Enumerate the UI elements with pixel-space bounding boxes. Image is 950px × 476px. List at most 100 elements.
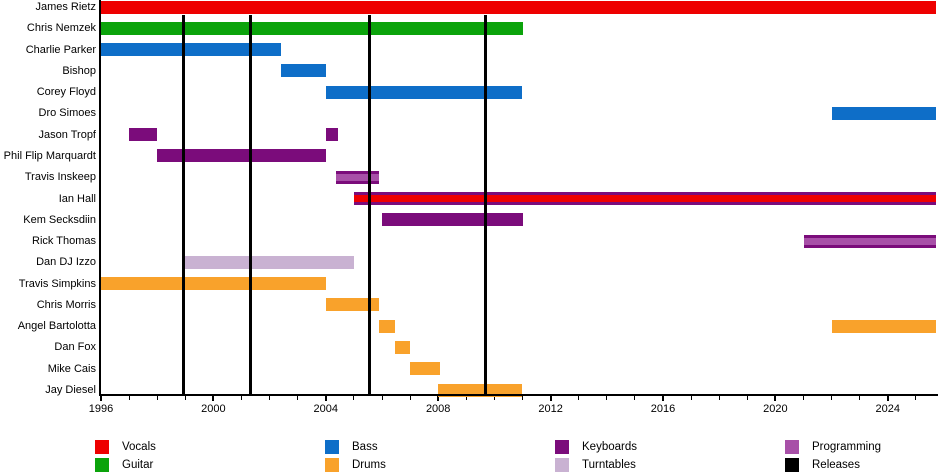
legend-label-guitar: Guitar — [122, 459, 154, 471]
legend-label-releases: Releases — [812, 459, 860, 471]
timeline-bar-drums — [410, 362, 440, 376]
legend-label-programming: Programming — [812, 441, 882, 453]
axis-tick-label: 2016 — [650, 403, 676, 415]
release-line — [248, 15, 252, 394]
axis-tick-label: 1996 — [88, 403, 114, 415]
row-label: Chris Nemzek — [26, 22, 96, 35]
axis-major-tick — [100, 396, 102, 401]
release-line — [182, 15, 186, 394]
axis-minor-tick — [353, 396, 355, 400]
axis-minor-tick — [128, 396, 130, 400]
row-label: Charlie Parker — [25, 43, 96, 56]
timeline-bar-keyboards — [382, 213, 523, 227]
row-label: Bishop — [62, 64, 96, 77]
timeline-bar-vocals — [101, 0, 936, 14]
axis-tick-label: 2004 — [313, 403, 339, 415]
axis-minor-tick — [859, 396, 861, 400]
release-line — [368, 15, 372, 394]
axis-major-tick — [774, 396, 777, 401]
timeline-bar-programming — [803, 237, 936, 245]
axis-minor-tick — [493, 396, 495, 400]
release-line — [484, 15, 488, 394]
axis-minor-tick — [915, 396, 917, 400]
axis-major-tick — [662, 396, 664, 401]
row-label: Chris Morris — [36, 298, 96, 311]
legend-label-keyboards: Keyboards — [582, 441, 637, 453]
row-label: Travis Simpkins — [18, 277, 96, 290]
row-label: Ian Hall — [58, 192, 96, 205]
row-label: Kem Secksdiin — [23, 213, 96, 226]
timeline-bar-vocals — [353, 195, 936, 203]
timeline-bar-bass — [325, 85, 523, 99]
row-label: Mike Cais — [47, 362, 96, 375]
legend-swatch-drums — [325, 458, 339, 472]
axis-minor-tick — [831, 396, 833, 400]
row-label: Dro Simoes — [38, 107, 96, 120]
axis-major-tick — [549, 396, 552, 401]
axis-tick-label: 2020 — [763, 403, 788, 415]
legend-swatch-vocals — [95, 440, 109, 454]
axis-minor-tick — [465, 396, 467, 400]
row-label: Phil Flip Marquardt — [3, 149, 96, 162]
legend-swatch-releases — [785, 458, 799, 472]
axis-minor-tick — [718, 396, 720, 400]
axis-minor-tick — [297, 396, 299, 400]
timeline-bar-drums — [394, 340, 411, 354]
timeline-bar-bass — [101, 43, 281, 57]
timeline-bar-turntables — [185, 255, 354, 269]
axis-major-tick — [886, 396, 889, 401]
axis-minor-tick — [269, 396, 271, 400]
timeline-bar-guitar — [101, 21, 523, 35]
axis-minor-tick — [241, 396, 242, 400]
axis-minor-tick — [746, 396, 748, 400]
row-label: Dan Fox — [54, 341, 96, 354]
legend-swatch-guitar — [95, 458, 109, 472]
timeline-bar-drums — [379, 319, 395, 333]
axis-tick-label: 2000 — [201, 403, 226, 415]
axis-minor-tick — [578, 396, 580, 400]
axis-major-tick — [324, 396, 327, 401]
timeline-bar-bass — [280, 64, 326, 78]
legend-swatch-bass — [325, 440, 339, 454]
row-label: Dan DJ Izzo — [36, 256, 96, 269]
y-axis-line — [99, 0, 101, 396]
axis-tick-label: 2008 — [425, 403, 451, 415]
timeline-bar-drums — [101, 277, 326, 291]
legend-label-drums: Drums — [352, 459, 386, 471]
axis-tick-label: 2012 — [538, 403, 563, 415]
row-label: Travis Inskeep — [24, 171, 96, 184]
timeline-bar-drums — [325, 298, 380, 312]
row-label: Angel Bartolotta — [17, 320, 96, 333]
timeline-bar-keyboards — [129, 128, 158, 142]
axis-minor-tick — [606, 396, 608, 400]
row-label: Jason Tropf — [38, 128, 96, 141]
axis-major-tick — [437, 396, 440, 401]
axis-minor-tick — [156, 396, 158, 400]
row-label: Jay Diesel — [45, 384, 96, 397]
axis-minor-tick — [634, 396, 636, 400]
row-label: Corey Floyd — [36, 86, 96, 99]
axis-minor-tick — [803, 396, 804, 400]
timeline-bar-drums — [831, 319, 936, 333]
row-label: James Rietz — [35, 1, 96, 13]
timeline-bar-keyboards — [325, 128, 339, 142]
legend-label-bass: Bass — [352, 441, 378, 453]
legend-swatch-keyboards — [555, 440, 569, 454]
timeline-bar-drums — [438, 383, 523, 397]
timeline-bar-bass — [831, 106, 936, 120]
legend-swatch-turntables — [555, 458, 569, 472]
axis-tick-label: 2024 — [875, 403, 901, 415]
axis-minor-tick — [522, 396, 523, 400]
axis-minor-tick — [690, 396, 692, 400]
timeline-bar-programming — [335, 173, 380, 181]
axis-minor-tick — [184, 396, 186, 400]
legend-label-vocals: Vocals — [122, 441, 156, 453]
axis-major-tick — [212, 396, 215, 401]
timeline-bar-keyboards — [157, 149, 326, 163]
axis-minor-tick — [409, 396, 411, 400]
legend-swatch-programming — [785, 440, 799, 454]
row-label: Rick Thomas — [32, 235, 96, 248]
x-axis-line — [99, 394, 938, 396]
axis-minor-tick — [381, 396, 383, 400]
